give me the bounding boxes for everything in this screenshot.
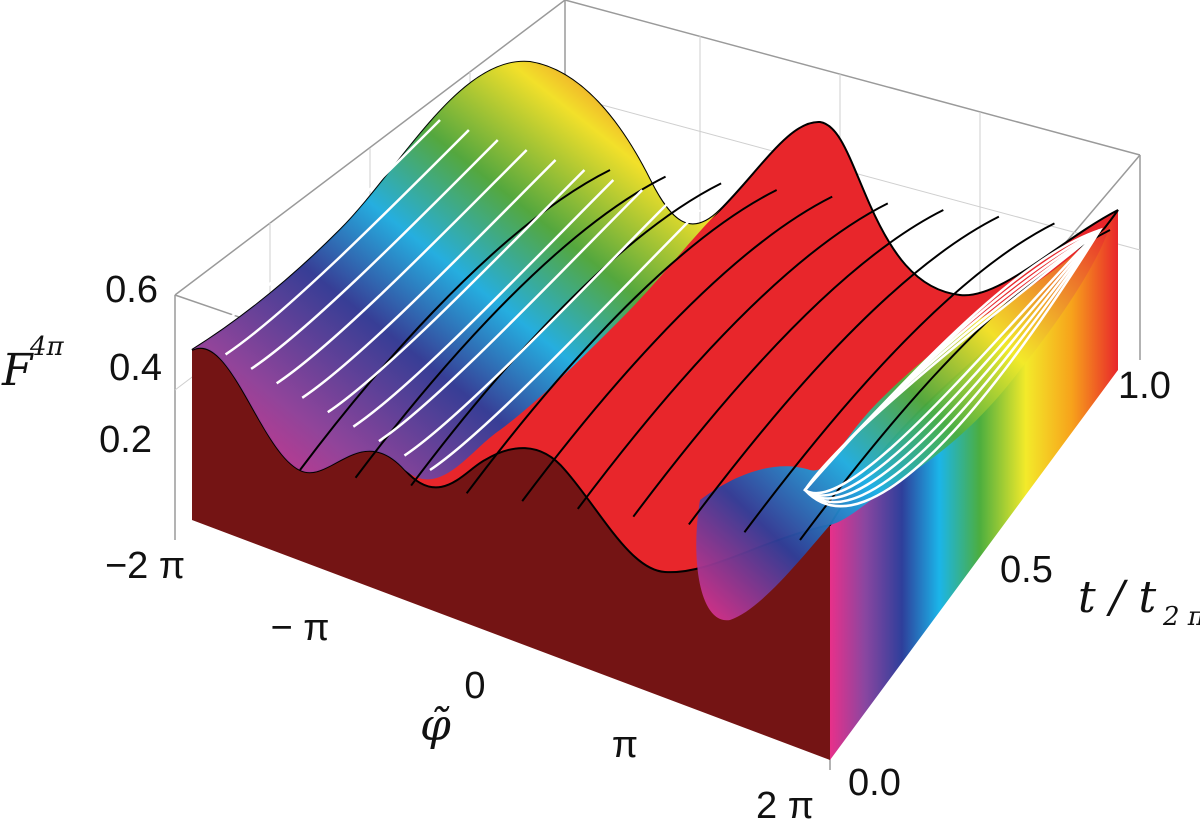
y-tick-label: 0.5 [1000, 549, 1053, 591]
right-wall [830, 210, 1118, 760]
contour-white-line [250, 139, 499, 370]
x-tick-label: 0 [464, 665, 485, 707]
y-axis: 0.0 0.5 1.0 t / t 2 π [848, 365, 1200, 804]
x-tick-label: − π [271, 607, 330, 649]
contour-white-line [275, 149, 528, 385]
z-axis: 0.2 0.4 0.6 F 4π [1, 269, 162, 461]
contour-white-line [403, 199, 672, 457]
contour-white-line [224, 129, 470, 356]
contour-white-line [352, 179, 615, 428]
contour-white-line [378, 189, 644, 443]
contour-black-line [743, 222, 1055, 533]
contour-white-loop [803, 227, 1103, 508]
contour-white-line [429, 209, 701, 472]
contour-black-line [521, 195, 833, 502]
contour-black-line [688, 215, 1000, 526]
x-axis-label: φ̃ [420, 700, 451, 751]
z-axis-label: F [1, 345, 34, 396]
surface [191, 60, 1119, 760]
contour-white-line [327, 169, 586, 414]
contour-black-line [299, 169, 611, 471]
contours-white [199, 119, 1103, 508]
surface-rainbow-right [696, 225, 1110, 621]
contour-white-line [199, 119, 441, 342]
contour-black-line [465, 189, 778, 494]
contour-black-line [354, 175, 667, 479]
contour-black-line [410, 182, 722, 487]
contour-black-line [576, 202, 889, 510]
y-axis-label: t / t [1078, 572, 1156, 623]
contour-white-line [301, 159, 557, 399]
y-axis-subscript: 2 π [1162, 602, 1200, 632]
x-axis: −2 π − π 0 π 2 π φ̃ [105, 545, 814, 827]
x-tick-label: π [612, 724, 638, 766]
front-wall [192, 347, 830, 760]
contour-black-line [632, 209, 944, 518]
z-tick-label: 0.6 [105, 269, 158, 311]
y-tick-label: 1.0 [1118, 365, 1171, 407]
z-axis-superscript: 4π [29, 332, 65, 362]
surface-rainbow-left [192, 61, 720, 480]
x-tick-label: 2 π [756, 785, 814, 827]
y-tick-label: 0.0 [848, 762, 901, 804]
z-tick-label: 0.4 [109, 347, 162, 389]
x-tick-label: −2 π [105, 545, 185, 587]
z-tick-label: 0.2 [99, 419, 152, 461]
